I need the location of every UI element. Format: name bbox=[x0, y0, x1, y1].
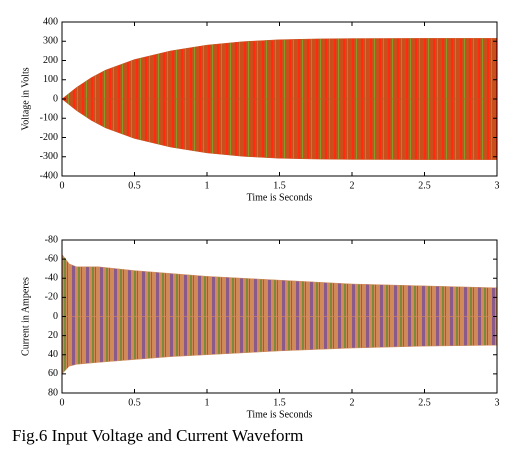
x-tick-label: 2.5 bbox=[418, 397, 431, 408]
waveform-envelope bbox=[61, 38, 498, 100]
y-tick-label: 60 bbox=[48, 368, 58, 379]
x-tick-label: 1 bbox=[205, 180, 210, 191]
x-tick-label: 2 bbox=[350, 180, 355, 191]
x-tick-label: 1.5 bbox=[273, 180, 286, 191]
x-tick-label: 2 bbox=[350, 397, 355, 408]
x-tick-label: 3 bbox=[495, 397, 500, 408]
y-tick-label: -20 bbox=[45, 292, 58, 303]
caption: Fig.6 Input Voltage and Current Waveform bbox=[12, 426, 303, 445]
y-tick-label: 0 bbox=[53, 311, 58, 322]
x-axis-label: Time is Seconds bbox=[247, 192, 313, 203]
y-tick-label: 0 bbox=[53, 93, 58, 104]
x-tick-label: 2.5 bbox=[418, 180, 431, 191]
x-tick-label: 0.5 bbox=[128, 397, 141, 408]
y-tick-label: 20 bbox=[48, 330, 58, 341]
x-tick-label: 1.5 bbox=[273, 397, 286, 408]
y-tick-label: -100 bbox=[40, 113, 58, 124]
waveform-envelope bbox=[61, 316, 498, 375]
y-tick-label: 40 bbox=[48, 349, 58, 360]
y-tick-label: -400 bbox=[40, 170, 58, 181]
x-axis-label: Time is Seconds bbox=[247, 409, 313, 420]
y-tick-label: -200 bbox=[40, 132, 58, 143]
x-tick-label: 0 bbox=[60, 397, 65, 408]
y-axis-label: Current in Amperes bbox=[20, 277, 31, 356]
y-tick-label: 80 bbox=[48, 387, 58, 398]
y-tick-label: 300 bbox=[43, 36, 58, 47]
y-tick-label: 100 bbox=[43, 74, 58, 85]
x-tick-label: 3 bbox=[495, 180, 500, 191]
y-tick-label: 200 bbox=[43, 55, 58, 66]
x-tick-label: 1 bbox=[205, 397, 210, 408]
x-tick-label: 0.5 bbox=[128, 180, 141, 191]
x-tick-label: 0 bbox=[60, 180, 65, 191]
y-axis-label: Voltage in Volts bbox=[20, 67, 31, 130]
y-tick-label: -40 bbox=[45, 273, 58, 284]
waveform-envelope bbox=[61, 98, 498, 160]
y-tick-label: -300 bbox=[40, 151, 58, 162]
y-tick-label: -80 bbox=[45, 234, 58, 245]
y-tick-label: 400 bbox=[43, 16, 58, 27]
waveform-envelope bbox=[61, 253, 498, 317]
y-tick-label: -60 bbox=[45, 253, 58, 264]
